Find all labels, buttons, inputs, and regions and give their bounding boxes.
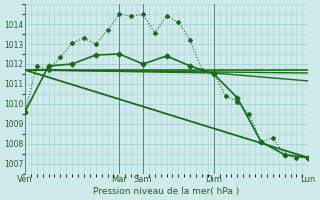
X-axis label: Pression niveau de la mer( hPa ): Pression niveau de la mer( hPa ) xyxy=(93,187,240,196)
